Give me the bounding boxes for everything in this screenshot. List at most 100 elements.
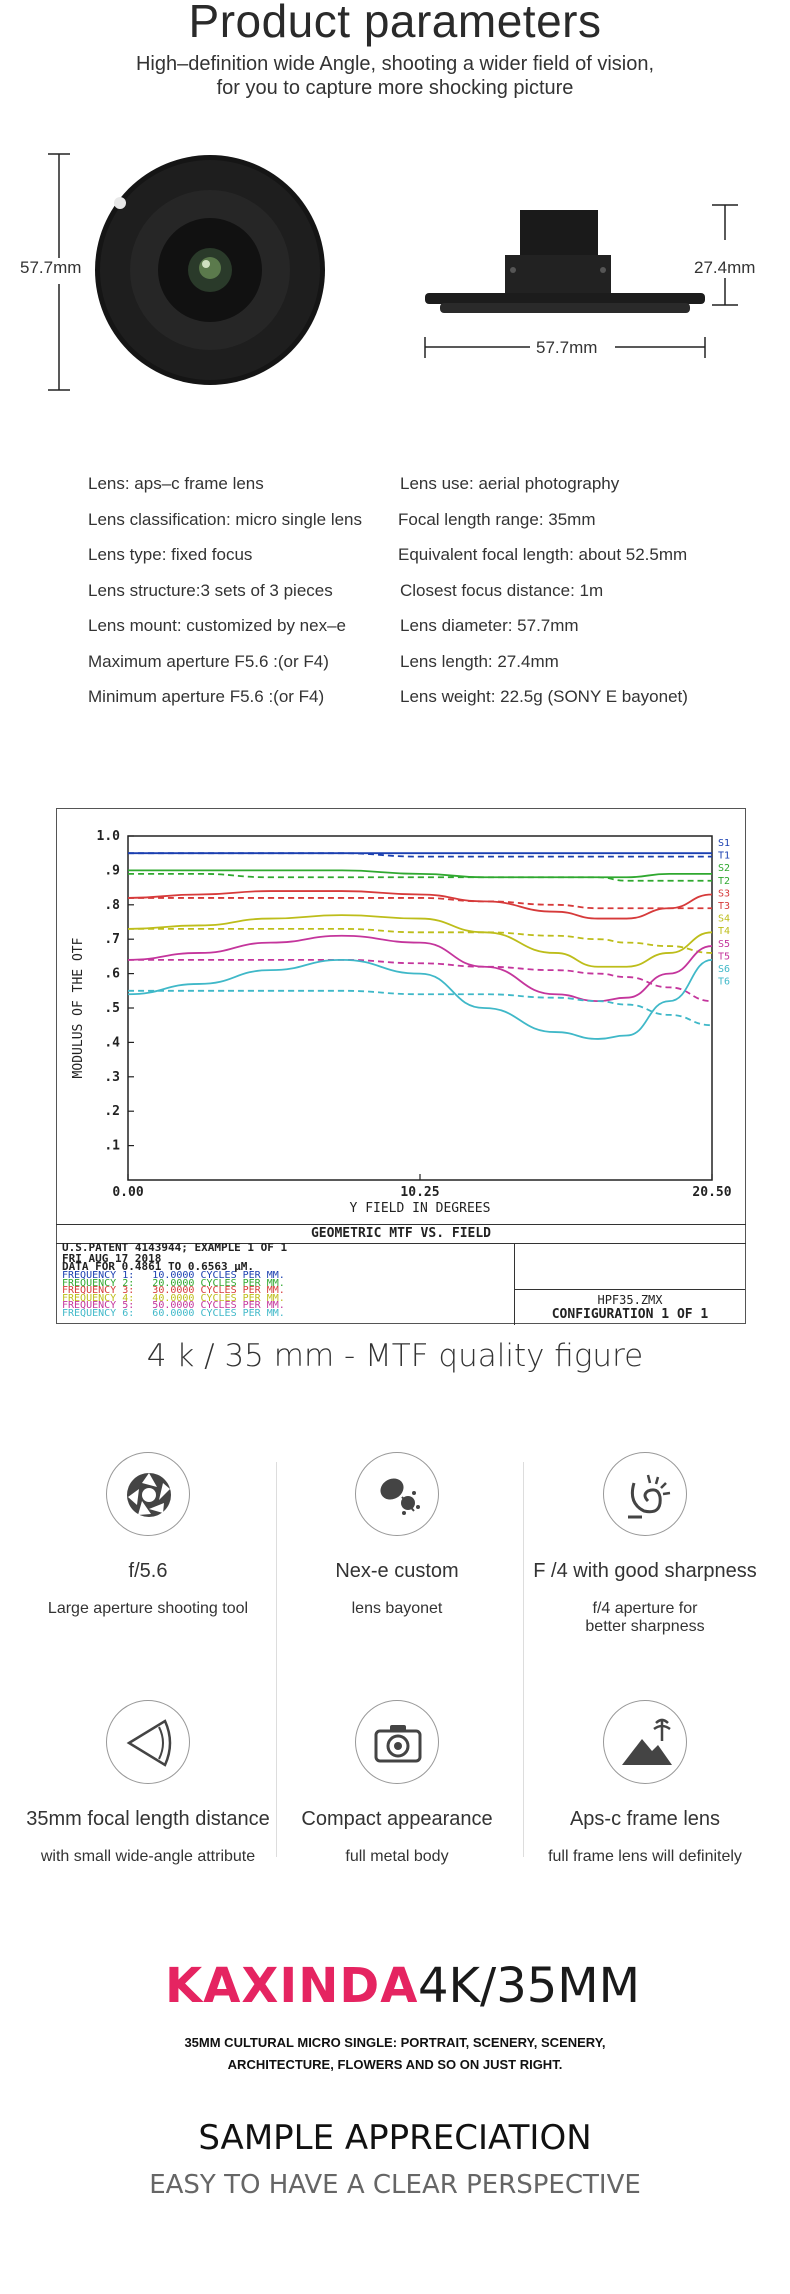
spec-left-4: Lens mount: customized by nex–e bbox=[88, 616, 346, 635]
mtf-series-s6 bbox=[127, 958, 713, 1040]
spec-left-6: Minimum aperture F5.6 :(or F4) bbox=[88, 687, 325, 706]
brand-logo-text: KAXINDA bbox=[165, 1958, 419, 2014]
mtf-series-t1 bbox=[128, 852, 712, 858]
mtf-series-t3 bbox=[127, 897, 712, 910]
feature-title-4: Compact appearance bbox=[301, 1808, 493, 1830]
feature-title-5: Aps-c frame lens bbox=[569, 1808, 721, 1830]
mtf-date: FRI AUG 17 2018 bbox=[62, 1252, 162, 1265]
mtf-ytick-label: .2 bbox=[104, 1104, 120, 1119]
spec-left-1: Lens classification: micro single lens bbox=[88, 509, 363, 529]
mtf-ytick-label: .6 bbox=[104, 967, 120, 982]
mtf-caption: 4 k / 35 mm - MTF quality figure bbox=[146, 1338, 644, 1374]
feature-sub-1: lens bayonet bbox=[351, 1600, 443, 1617]
mtf-ytick-label: .1 bbox=[104, 1139, 120, 1154]
spec-right-1: Focal length range: 35mm bbox=[398, 509, 596, 529]
mtf-series-label-s3: S3 bbox=[718, 888, 730, 899]
spec-left-3: Lens structure:3 sets of 3 pieces bbox=[88, 580, 333, 600]
mtf-series-label-s1: S1 bbox=[718, 838, 730, 849]
lens-front-view bbox=[95, 155, 325, 385]
mtf-frequency-1: FREQUENCY 1: 10.0000 CYCLES PER MM. bbox=[62, 1270, 285, 1281]
feature-title-1: Nex-e custom bbox=[335, 1560, 459, 1582]
spec-left-5: Maximum aperture F5.6 :(or F4) bbox=[88, 651, 329, 671]
mtf-frequency-2: FREQUENCY 2: 20.0000 CYCLES PER MM. bbox=[62, 1277, 285, 1289]
spec-right-4: Lens diameter: 57.7mm bbox=[400, 616, 579, 635]
feature-title-3: 35mm focal length distance bbox=[26, 1808, 270, 1830]
subtitle-line-2: for you to capture more shocking picture bbox=[216, 77, 574, 99]
mtf-data-range: DATA FOR 0.4861 TO 0.6563 µM. bbox=[62, 1260, 255, 1273]
mtf-series-label-s2: S2 bbox=[718, 863, 730, 874]
mtf-series-t4 bbox=[128, 927, 713, 954]
mtf-frequency-6: FREQUENCY 6: 60.0000 CYCLES PER MM. bbox=[62, 1307, 285, 1319]
mtf-series-s3 bbox=[127, 890, 713, 920]
brand-logo: KAXINDA bbox=[165, 1958, 418, 2016]
mtf-footer: GEOMETRIC MTF VS. FIELD U.S.PATENT 41439… bbox=[56, 1224, 746, 1325]
lens-dimension-drawing bbox=[22, 153, 738, 391]
mtf-plot-area bbox=[127, 835, 713, 1181]
spec-right-3: Closest focus distance: 1m bbox=[400, 580, 604, 600]
sample-subtitle: EASY TO HAVE A CLEAR PERSPECTIVE bbox=[149, 2170, 641, 2200]
mtf-series-label-t4: T4 bbox=[718, 926, 730, 937]
mtf-series-label-t6: T6 bbox=[718, 977, 730, 988]
mtf-series-s2 bbox=[127, 869, 712, 879]
feature-sub-5: full frame lens will definitely bbox=[548, 1848, 742, 1865]
mtf-patent: U.S.PATENT 4143944; EXAMPLE 1 OF 1 bbox=[62, 1241, 288, 1254]
feature-divider-1 bbox=[276, 1462, 277, 1857]
mtf-series-t6 bbox=[128, 989, 713, 1027]
feature-sub-4: full metal body bbox=[345, 1848, 449, 1865]
mtf-series-label-t5: T5 bbox=[718, 951, 730, 962]
brand-desc-line-2: ARCHITECTURE, FLOWERS AND SO ON JUST RIG… bbox=[227, 2057, 563, 2072]
mtf-frequency-5: FREQUENCY 5: 50.0000 CYCLES PER MM. bbox=[62, 1300, 285, 1311]
mtf-configuration: CONFIGURATION 1 OF 1 bbox=[551, 1307, 709, 1322]
brand-desc-line-1: 35MM CULTURAL MICRO SINGLE: PORTRAIT, SC… bbox=[184, 2035, 606, 2050]
mtf-xtick-label: 10.25 bbox=[400, 1185, 439, 1200]
spec-right-0: Lens use: aerial photography bbox=[400, 474, 620, 493]
mtf-series-label-t2: T2 bbox=[718, 876, 730, 887]
mtf-frequency-3: FREQUENCY 3: 30.0000 CYCLES PER MM. bbox=[62, 1285, 285, 1296]
mtf-xtick-label: 0.00 bbox=[112, 1185, 143, 1200]
mtf-x-axis-label: Y FIELD IN DEGREES bbox=[350, 1201, 491, 1216]
mtf-frequency-4: FREQUENCY 4: 40.0000 CYCLES PER MM. bbox=[62, 1292, 285, 1304]
landscape-icon bbox=[603, 1700, 687, 1784]
mtf-series-label-t1: T1 bbox=[718, 851, 730, 862]
feature-sub-3: with small wide-angle attribute bbox=[40, 1848, 256, 1865]
mtf-series-t5 bbox=[128, 958, 713, 1003]
mtf-chart-frame bbox=[56, 808, 746, 1324]
mtf-file-name: HPF35.ZMX bbox=[597, 1293, 663, 1307]
feature-sub-0: Large aperture shooting tool bbox=[47, 1600, 249, 1617]
brand-model: 4K/35MM bbox=[418, 1958, 641, 2014]
mtf-ytick-label: .7 bbox=[104, 932, 120, 947]
side-width-label: 57.7mm bbox=[536, 338, 598, 357]
side-length-label: 27.4mm bbox=[694, 258, 756, 278]
mtf-ytick-label: .3 bbox=[104, 1070, 120, 1085]
mtf-frequency-list: FREQUENCY 1: 10.0000 CYCLES PER MM. FREQU… bbox=[62, 1270, 285, 1319]
lens-side-view bbox=[425, 210, 705, 313]
lens-mount-icon bbox=[355, 1452, 439, 1536]
subtitle-line-1: High–definition wide Angle, shooting a w… bbox=[135, 53, 655, 75]
feature-title-0: f/5.6 bbox=[128, 1560, 168, 1582]
mtf-y-axis-label: MODULUS OF THE OTF bbox=[71, 937, 86, 1078]
mtf-series-s4 bbox=[127, 914, 713, 968]
mtf-ytick-label: .9 bbox=[104, 863, 120, 878]
spec-right-2: Equivalent focal length: about 52.5mm bbox=[398, 545, 688, 564]
mtf-series-label-s6: S6 bbox=[718, 964, 730, 975]
mtf-ytick-label: .5 bbox=[104, 1001, 120, 1016]
mtf-ytick-label: .8 bbox=[104, 898, 120, 913]
mtf-series-label-s4: S4 bbox=[718, 914, 730, 925]
feature-sub2-2: better sharpness bbox=[585, 1618, 705, 1635]
aperture-icon bbox=[106, 1452, 190, 1536]
spec-left-0: Lens: aps–c frame lens bbox=[88, 474, 264, 493]
mtf-xtick-label: 20.50 bbox=[692, 1185, 731, 1200]
sharpness-icon bbox=[603, 1452, 687, 1536]
sample-title: SAMPLE APPRECIATION bbox=[198, 2118, 592, 2158]
spec-right-5: Lens length: 27.4mm bbox=[400, 651, 559, 671]
mtf-series-t2 bbox=[127, 872, 712, 882]
mtf-series-label-t3: T3 bbox=[718, 901, 730, 912]
feature-title-2: F /4 with good sharpness bbox=[533, 1560, 757, 1582]
camera-icon bbox=[355, 1700, 439, 1784]
feature-sub-2: f/4 aperture for bbox=[592, 1600, 698, 1617]
spec-right-6: Lens weight: 22.5g (SONY E bayonet) bbox=[400, 687, 688, 706]
mtf-ytick-label: 1.0 bbox=[97, 829, 121, 844]
mtf-footer-title: GEOMETRIC MTF VS. FIELD bbox=[56, 1225, 746, 1244]
wide-angle-icon bbox=[106, 1700, 190, 1784]
spec-left-2: Lens type: fixed focus bbox=[88, 545, 253, 564]
